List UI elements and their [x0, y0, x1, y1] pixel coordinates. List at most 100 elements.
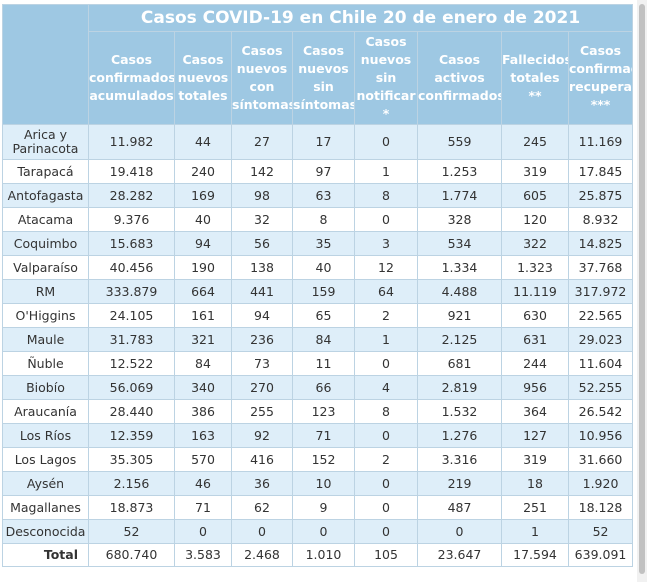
value-cell: 161: [174, 303, 232, 328]
value-cell: 322: [501, 231, 569, 256]
value-cell: 8.932: [567, 207, 634, 232]
value-cell: 35.305: [88, 447, 175, 472]
value-cell: 0: [174, 519, 232, 544]
value-cell: 52: [567, 519, 634, 544]
region-cell: Ñuble: [2, 351, 89, 376]
value-cell: 1.334: [417, 255, 502, 280]
value-cell: 534: [417, 231, 502, 256]
total-row: Total 680.740 3.583 2.468 1.010 105 23.647 17.5…: [2, 543, 634, 567]
value-cell: 1.920: [567, 471, 634, 496]
value-cell: 9: [292, 495, 355, 520]
value-cell: 1: [354, 159, 418, 184]
value-cell: 18: [501, 471, 569, 496]
value-cell: 319: [501, 159, 569, 184]
value-cell: 152: [292, 447, 355, 472]
total-value-cell: 639.091: [567, 543, 634, 567]
value-cell: 56: [231, 231, 293, 256]
value-cell: 0: [354, 423, 418, 448]
table-row: Valparaíso 40.456 190 138 40 12 1.334 1.323 37.7…: [2, 255, 634, 280]
column-header: Casos activos confirmados: [417, 31, 502, 125]
region-cell: Araucanía: [2, 399, 89, 424]
scrollbar-thumb[interactable]: [639, 4, 645, 574]
value-cell: 24.105: [88, 303, 175, 328]
table-row: Maule 31.783 321 236 84 1 2.125 631 29.023: [2, 327, 634, 352]
covid-table-container: Casos COVID-19 en Chile 20 de enero de 2…: [2, 4, 634, 567]
total-value-cell: 2.468: [231, 543, 293, 567]
value-cell: 1: [354, 327, 418, 352]
value-cell: 3: [354, 231, 418, 256]
value-cell: 0: [354, 124, 418, 160]
value-cell: 0: [354, 519, 418, 544]
region-cell: Atacama: [2, 207, 89, 232]
value-cell: 84: [174, 351, 232, 376]
value-cell: 11: [292, 351, 355, 376]
value-cell: 71: [292, 423, 355, 448]
value-cell: 245: [501, 124, 569, 160]
value-cell: 317.972: [567, 279, 634, 304]
total-value-cell: 3.583: [174, 543, 232, 567]
value-cell: 1: [501, 519, 569, 544]
value-cell: 35: [292, 231, 355, 256]
value-cell: 25.875: [567, 183, 634, 208]
value-cell: 319: [501, 447, 569, 472]
column-header: Casos nuevos sin notificar *: [354, 31, 418, 125]
value-cell: 9.376: [88, 207, 175, 232]
value-cell: 120: [501, 207, 569, 232]
table-row: Los Ríos 12.359 163 92 71 0 1.276 127 10.956: [2, 423, 634, 448]
value-cell: 18.873: [88, 495, 175, 520]
table-row: Coquimbo 15.683 94 56 35 3 534 322 14.825: [2, 231, 634, 256]
value-cell: 0: [417, 519, 502, 544]
value-cell: 921: [417, 303, 502, 328]
value-cell: 251: [501, 495, 569, 520]
value-cell: 0: [354, 471, 418, 496]
value-cell: 36: [231, 471, 293, 496]
table-row: Magallanes 18.873 71 62 9 0 487 251 18.128: [2, 495, 634, 520]
value-cell: 11.982: [88, 124, 175, 160]
value-cell: 15.683: [88, 231, 175, 256]
value-cell: 63: [292, 183, 355, 208]
value-cell: 2.156: [88, 471, 175, 496]
value-cell: 0: [231, 519, 293, 544]
table-row: Antofagasta 28.282 169 98 63 8 1.774 605 25.875: [2, 183, 634, 208]
value-cell: 570: [174, 447, 232, 472]
value-cell: 340: [174, 375, 232, 400]
value-cell: 31.660: [567, 447, 634, 472]
value-cell: 17: [292, 124, 355, 160]
value-cell: 236: [231, 327, 293, 352]
value-cell: 163: [174, 423, 232, 448]
region-cell: Coquimbo: [2, 231, 89, 256]
value-cell: 1.532: [417, 399, 502, 424]
value-cell: 10.956: [567, 423, 634, 448]
value-cell: 8: [354, 399, 418, 424]
value-cell: 12.359: [88, 423, 175, 448]
column-header: Casos nuevos sin síntomas: [292, 31, 355, 125]
value-cell: 2.819: [417, 375, 502, 400]
value-cell: 631: [501, 327, 569, 352]
value-cell: 32: [231, 207, 293, 232]
value-cell: 31.783: [88, 327, 175, 352]
corner-cell: [2, 4, 89, 125]
value-cell: 11.604: [567, 351, 634, 376]
value-cell: 4.488: [417, 279, 502, 304]
value-cell: 65: [292, 303, 355, 328]
value-cell: 681: [417, 351, 502, 376]
table-row: Biobío 56.069 340 270 66 4 2.819 956 52.255: [2, 375, 634, 400]
value-cell: 0: [354, 207, 418, 232]
value-cell: 62: [231, 495, 293, 520]
table-row: Atacama 9.376 40 32 8 0 328 120 8.932: [2, 207, 634, 232]
value-cell: 37.768: [567, 255, 634, 280]
value-cell: 0: [354, 495, 418, 520]
value-cell: 98: [231, 183, 293, 208]
region-cell: Magallanes: [2, 495, 89, 520]
value-cell: 142: [231, 159, 293, 184]
value-cell: 22.565: [567, 303, 634, 328]
value-cell: 559: [417, 124, 502, 160]
value-cell: 97: [292, 159, 355, 184]
table-row: O'Higgins 24.105 161 94 65 2 921 630 22.565: [2, 303, 634, 328]
value-cell: 28.440: [88, 399, 175, 424]
region-cell: Los Ríos: [2, 423, 89, 448]
value-cell: 2.125: [417, 327, 502, 352]
value-cell: 159: [292, 279, 355, 304]
value-cell: 27: [231, 124, 293, 160]
value-cell: 328: [417, 207, 502, 232]
